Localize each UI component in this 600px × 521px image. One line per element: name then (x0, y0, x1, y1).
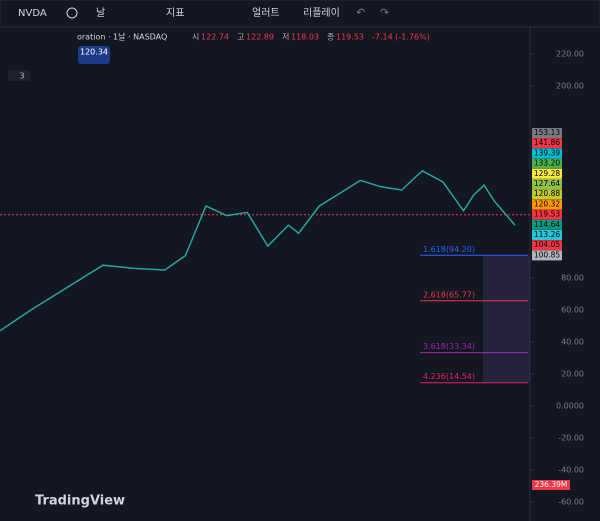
y-tick-label: 80.00 (561, 274, 584, 283)
price-label-box (532, 219, 562, 230)
legend-ohlc: 시 122.74 고 122.89 저 118.03 종 119.53 -7.14 (-1.76… (192, 33, 430, 42)
price-label-box (532, 168, 562, 179)
price-label: 104.05 (534, 240, 560, 249)
fib-shade (483, 255, 530, 383)
ohlc-key: 시 (192, 33, 199, 42)
price-label: 133.20 (534, 159, 560, 168)
price-label: 139.39 (534, 148, 560, 157)
fib-label: 2.618(65.77) (423, 290, 475, 299)
price-label-box (532, 240, 562, 251)
y-tick-label: 40.00 (561, 338, 584, 347)
ohlc-key: 고 (237, 33, 244, 42)
price-label: 153.13 (534, 128, 560, 137)
y-tick-label: 60.00 (561, 306, 584, 315)
price-label-box (532, 158, 562, 169)
replay[interactable]: 리플레이 (303, 7, 340, 19)
price-label: 119.53 (534, 210, 560, 219)
y-tick-label: -60.00 (558, 498, 584, 507)
price-label-box (532, 138, 562, 149)
price-label-box (532, 179, 562, 189)
price-label-box (532, 189, 562, 200)
price-label-box (532, 250, 562, 261)
price-label: 113.26 (534, 230, 560, 239)
y-tick-label: 220.00 (556, 50, 584, 59)
indicators[interactable]: 지표 (166, 7, 184, 19)
symbol[interactable]: NVDA (18, 8, 47, 19)
price-label: 127.64 (534, 179, 560, 188)
legend-name: oration · 1날 · NASDAQ (77, 32, 167, 42)
price-label: 141.86 (534, 138, 560, 147)
ohlc-value: 119.53 (336, 33, 364, 42)
y-tick-label: 20.00 (561, 370, 584, 379)
price-label: 100.85 (534, 250, 560, 259)
ohlc-value: 122.89 (246, 33, 274, 42)
ohlc-key: 종 (327, 33, 334, 42)
fib-label: 4.236(14.54) (423, 372, 475, 381)
ohlc-key: 저 (282, 33, 289, 42)
ohlc-value: 118.03 (291, 33, 319, 42)
redo[interactable]: ↷ (380, 6, 389, 19)
volume-label: 236.39M (535, 480, 568, 489)
badge-value: 120.34 (80, 48, 108, 57)
add-symbol[interactable] (66, 7, 78, 19)
alerts[interactable]: 얼러트 (252, 7, 280, 19)
price-label-box (532, 128, 562, 138)
price-label: 120.32 (534, 199, 560, 208)
price-label-box (532, 209, 562, 220)
interval[interactable]: 날 (96, 7, 105, 19)
price-label: 120.88 (534, 189, 560, 198)
y-tick-label: 200.00 (556, 82, 584, 91)
ohlc-change: -7.14 (-1.76%) (372, 33, 430, 42)
count-box (8, 70, 30, 81)
y-tick-label: 0.0000 (556, 402, 584, 411)
price-label-box (532, 230, 562, 240)
count: 3 (19, 72, 24, 81)
fib-label: 3.618(33.34) (423, 342, 475, 351)
badge (78, 46, 110, 64)
undo[interactable]: ↶ (356, 6, 365, 19)
ohlc-value: 122.74 (201, 33, 229, 42)
price-label: 114.64 (534, 220, 560, 229)
price-line (0, 169, 516, 332)
fib-label: 1.618(94.20) (423, 245, 475, 254)
price-label: 129.28 (534, 169, 560, 178)
y-tick-label: -40.00 (558, 466, 584, 475)
toolbar (0, 0, 600, 28)
volume-label-box (532, 480, 570, 490)
y-tick-label: -20.00 (558, 434, 584, 443)
watermark: TradingView (35, 494, 125, 509)
price-label-box (532, 199, 562, 210)
price-label-box (532, 148, 562, 159)
